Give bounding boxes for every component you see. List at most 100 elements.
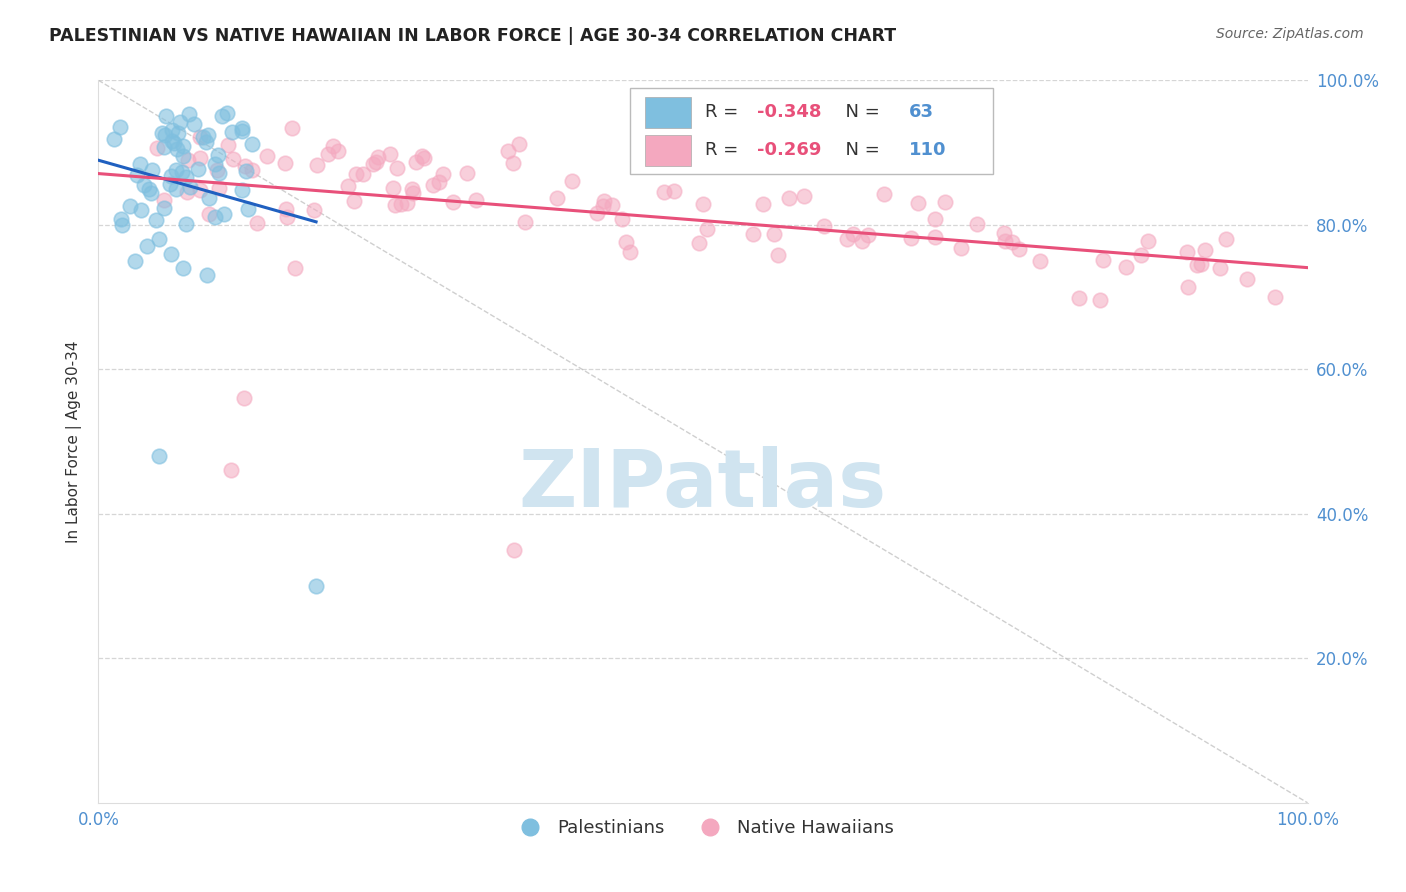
Point (696, 222, 718, 236)
Point (561, 174, 583, 188)
Text: Source: ZipAtlas.com: Source: ZipAtlas.com (1216, 27, 1364, 41)
Point (949, 241, 972, 255)
Point (934, 194, 956, 209)
Point (176, 217, 198, 231)
Point (856, 227, 879, 242)
Point (256, 149, 278, 163)
Point (132, 178, 155, 192)
Point (183, 117, 205, 131)
Point (274, 202, 297, 216)
Point (246, 216, 269, 230)
Point (413, 151, 436, 165)
Point (326, 144, 349, 158)
Point (994, 234, 1017, 248)
Point (602, 198, 624, 212)
Point (152, 140, 174, 154)
Point (160, 134, 183, 148)
Point (129, 157, 152, 171)
Point (842, 227, 865, 241)
Point (343, 194, 366, 209)
Point (652, 185, 675, 199)
Point (851, 234, 873, 248)
Y-axis label: In Labor Force | Age 30-34: In Labor Force | Age 30-34 (66, 340, 82, 543)
Point (208, 166, 231, 180)
Point (145, 213, 167, 227)
Point (585, 205, 607, 219)
Point (924, 211, 946, 226)
Point (159, 169, 181, 184)
Point (456, 166, 478, 180)
Point (427, 174, 450, 188)
Point (465, 194, 488, 208)
Point (502, 156, 524, 170)
Point (322, 139, 344, 153)
Point (401, 182, 423, 196)
Point (396, 196, 419, 211)
Point (614, 235, 637, 249)
Point (231, 120, 253, 135)
Point (172, 261, 194, 276)
Text: N =: N = (834, 141, 886, 159)
Point (966, 217, 988, 231)
Point (778, 190, 800, 204)
Point (148, 232, 170, 246)
Text: R =: R = (706, 141, 744, 159)
FancyBboxPatch shape (645, 136, 690, 166)
Point (766, 248, 789, 262)
Point (176, 169, 198, 184)
Point (208, 181, 231, 195)
Point (177, 153, 200, 167)
Point (592, 199, 614, 213)
Point (1001, 235, 1024, 249)
Point (1185, 258, 1208, 272)
Point (441, 195, 464, 210)
Point (1175, 245, 1198, 260)
Point (141, 163, 163, 178)
Point (153, 194, 176, 208)
Point (508, 137, 530, 152)
Point (546, 190, 568, 204)
Point (813, 219, 835, 233)
Point (411, 149, 433, 163)
Point (150, 126, 173, 140)
Text: 110: 110 (908, 141, 946, 159)
Point (1136, 235, 1159, 249)
Point (188, 151, 211, 165)
Point (195, 268, 218, 283)
Point (1115, 260, 1137, 275)
Point (118, 199, 141, 213)
Point (233, 391, 256, 405)
Point (146, 140, 169, 154)
Point (1177, 279, 1199, 293)
Point (281, 120, 304, 135)
Point (1029, 254, 1052, 268)
Point (837, 232, 859, 246)
Point (188, 183, 211, 197)
Point (238, 202, 260, 216)
Point (352, 167, 374, 181)
Point (166, 142, 188, 156)
FancyBboxPatch shape (630, 87, 993, 174)
Point (422, 178, 444, 193)
Point (361, 157, 384, 171)
Point (125, 169, 148, 183)
Point (389, 197, 412, 211)
Point (188, 130, 211, 145)
Point (212, 207, 235, 221)
Point (316, 147, 339, 161)
Point (160, 246, 183, 260)
Point (1090, 293, 1112, 307)
Point (1189, 257, 1212, 271)
Point (242, 137, 264, 152)
Point (211, 109, 233, 123)
Point (688, 236, 710, 251)
Text: -0.348: -0.348 (758, 103, 823, 120)
Point (207, 148, 229, 162)
Point (163, 136, 186, 150)
Point (162, 123, 184, 137)
Point (1008, 242, 1031, 256)
Text: ZIPatlas: ZIPatlas (519, 446, 887, 524)
Point (432, 167, 454, 181)
Point (240, 163, 263, 178)
Point (176, 185, 198, 199)
